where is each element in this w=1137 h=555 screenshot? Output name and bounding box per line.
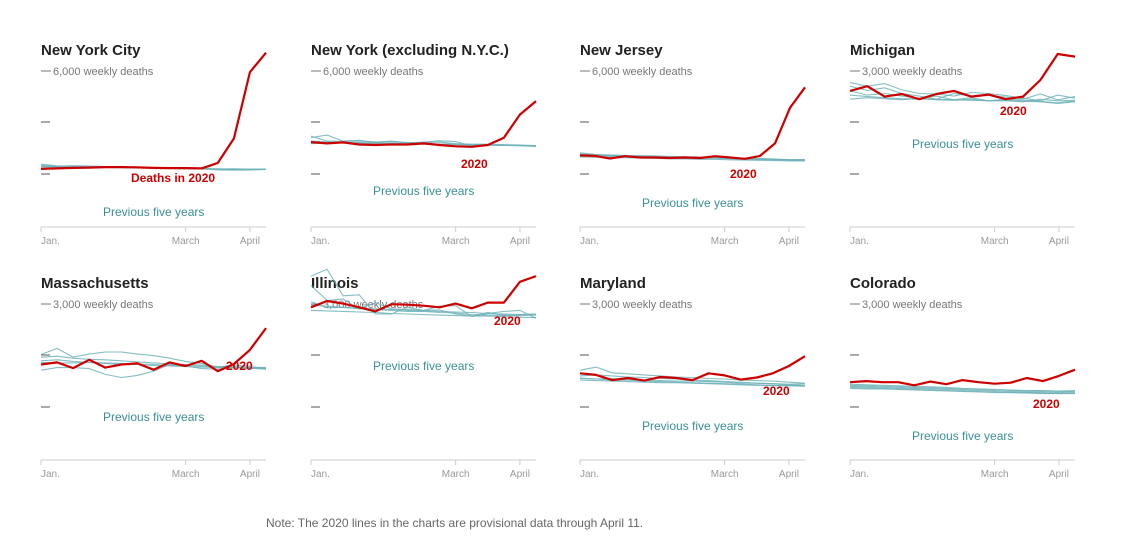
label-previous-five-years: Previous five years: [373, 359, 474, 373]
chart-title: Michigan: [850, 42, 915, 59]
label-previous-five-years: Previous five years: [373, 184, 474, 198]
chart-title: New York (excluding N.Y.C.): [311, 42, 509, 59]
x-tick-label: March: [442, 236, 470, 247]
x-tick-label: April: [1049, 469, 1069, 480]
x-tick-label: March: [981, 469, 1009, 480]
x-tick-label: March: [442, 469, 470, 480]
previous-year-line: [579, 379, 806, 387]
previous-year-line: [849, 90, 1076, 104]
previous-year-line: [849, 387, 1075, 395]
previous-year-line: [849, 94, 1076, 103]
x-tick-label: Jan.: [41, 469, 60, 480]
x-tick-label: March: [172, 469, 200, 480]
label-2020: 2020: [226, 359, 253, 373]
x-tick-label: April: [240, 469, 260, 480]
label-previous-five-years: Previous five years: [912, 429, 1013, 443]
label-2020: 2020: [1000, 104, 1027, 118]
line-2020: [849, 52, 1076, 101]
scale-label: 3,000 weekly deaths: [53, 299, 154, 311]
label-2020: 2020: [1033, 397, 1060, 411]
line-2020: [310, 100, 537, 148]
scale-label: 6,000 weekly deaths: [323, 66, 424, 78]
scale-label: 6,000 weekly deaths: [592, 66, 693, 78]
label-2020: 2020: [730, 167, 757, 181]
label-previous-five-years: Previous five years: [642, 196, 743, 210]
previous-year-line: [849, 385, 1076, 394]
x-tick-label: April: [240, 236, 260, 247]
scale-label: 6,000 weekly deaths: [53, 66, 154, 78]
label-2020: 2020: [763, 384, 790, 398]
x-tick-label: April: [510, 469, 530, 480]
line-2020: [579, 86, 806, 160]
label-2020: 2020: [494, 314, 521, 328]
scale-label: 3,000 weekly deaths: [862, 66, 963, 78]
x-tick-label: Jan.: [580, 469, 599, 480]
chart-title: Colorado: [850, 275, 916, 292]
scale-label: 3,000 weekly deaths: [862, 299, 963, 311]
x-tick-label: Jan.: [580, 236, 599, 247]
line-2020: [849, 368, 1076, 387]
x-tick-label: Jan.: [41, 236, 60, 247]
label-previous-five-years: Previous five years: [103, 410, 204, 424]
line-2020: [40, 51, 267, 170]
x-tick-label: March: [711, 469, 739, 480]
line-2020: [579, 355, 806, 382]
label-previous-five-years: Previous five years: [103, 205, 204, 219]
chart-title: New Jersey: [580, 42, 663, 59]
x-tick-label: April: [779, 469, 799, 480]
x-tick-label: April: [1049, 236, 1069, 247]
line-2020: [310, 275, 537, 313]
previous-year-line: [310, 304, 537, 316]
label-2020: 2020: [461, 157, 488, 171]
label-previous-five-years: Previous five years: [642, 419, 743, 433]
label-2020: Deaths in 2020: [131, 171, 215, 185]
previous-year-line: [849, 384, 1075, 393]
x-tick-label: March: [711, 236, 739, 247]
x-tick-label: March: [981, 236, 1009, 247]
x-tick-label: Jan.: [311, 236, 330, 247]
x-tick-label: Jan.: [850, 469, 869, 480]
chart-title: Massachusetts: [41, 275, 149, 292]
label-previous-five-years: Previous five years: [912, 137, 1013, 151]
chart-title: Illinois: [311, 275, 359, 292]
line-2020: [40, 327, 267, 373]
x-tick-label: Jan.: [850, 236, 869, 247]
scale-label: 3,000 weekly deaths: [592, 299, 693, 311]
x-tick-label: Jan.: [311, 469, 330, 480]
x-tick-label: March: [172, 236, 200, 247]
footnote: Note: The 2020 lines in the charts are p…: [266, 516, 644, 530]
chart-title: Maryland: [580, 275, 646, 292]
chart-title: New York City: [41, 42, 141, 59]
previous-year-line: [579, 366, 806, 384]
x-tick-label: April: [510, 236, 530, 247]
previous-year-line: [310, 309, 537, 319]
x-tick-label: April: [779, 236, 799, 247]
